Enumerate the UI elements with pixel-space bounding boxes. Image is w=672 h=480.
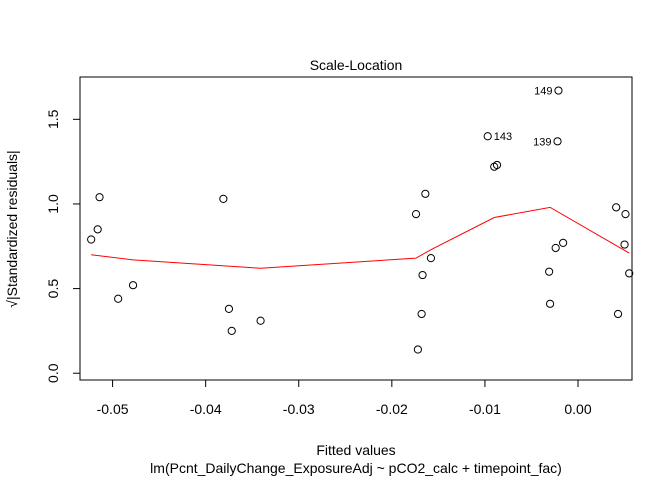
x-tick-label: -0.03 [283, 401, 315, 417]
points-group [87, 86, 634, 354]
x-tick-label: -0.05 [97, 401, 129, 417]
y-axis: 0.0 0.5 1.0 1.5 [45, 109, 81, 383]
scatter-point [227, 326, 236, 336]
x-tick-label: 0.00 [564, 401, 591, 417]
x-tick-label: -0.02 [376, 401, 408, 417]
scatter-point [413, 345, 423, 354]
scatter-point [418, 270, 427, 280]
scatter-point [492, 160, 502, 170]
smooth-line [91, 206, 630, 269]
scatter-point [551, 243, 560, 253]
scatter-point [93, 225, 102, 234]
plot-frame [79, 76, 633, 381]
scatter-point [128, 281, 138, 290]
scatter-point [87, 235, 96, 244]
scatter-point [625, 269, 634, 278]
scatter-point [114, 294, 123, 303]
scatter-point [559, 238, 568, 247]
x-axis-sublabel: lm(Pcnt_DailyChange_ExposureAdj ~ pCO2_c… [150, 460, 562, 476]
scatter-point [613, 309, 623, 319]
scatter-point [224, 304, 234, 314]
x-axis-label: Fitted values [316, 442, 395, 458]
chart-title: Scale-Location [310, 57, 403, 73]
y-tick-label: 0.5 [45, 279, 61, 299]
scatter-point [95, 193, 104, 202]
y-tick-label: 0.0 [45, 363, 61, 383]
annotations-group: 149 143 139 [494, 86, 553, 149]
smooth-line-group [91, 206, 630, 269]
scatter-point [421, 189, 430, 198]
scatter-point [612, 203, 621, 212]
scatter-point [620, 240, 629, 249]
point-annotation: 143 [494, 131, 512, 143]
point-annotation: 139 [533, 136, 551, 148]
scatter-point [621, 210, 630, 219]
y-tick-label: 1.5 [45, 109, 61, 129]
scatter-point [545, 267, 554, 276]
scatter-point [483, 132, 492, 141]
x-tick-label: -0.01 [469, 401, 501, 417]
y-axis-label: √|Standardized residuals| [4, 150, 20, 307]
scatter-point [554, 86, 563, 95]
x-axis: -0.05 -0.04 -0.03 -0.02 -0.01 0.00 [97, 379, 592, 417]
scatter-point [417, 309, 426, 319]
scatter-point [426, 254, 436, 263]
scatter-point [553, 137, 562, 146]
scatter-point [411, 210, 421, 219]
y-tick-label: 1.0 [45, 194, 61, 214]
scatter-point [219, 194, 228, 203]
scatter-point [256, 316, 265, 325]
scatter-point [545, 299, 555, 308]
point-annotation: 149 [534, 86, 552, 98]
x-tick-label: -0.04 [190, 401, 222, 417]
